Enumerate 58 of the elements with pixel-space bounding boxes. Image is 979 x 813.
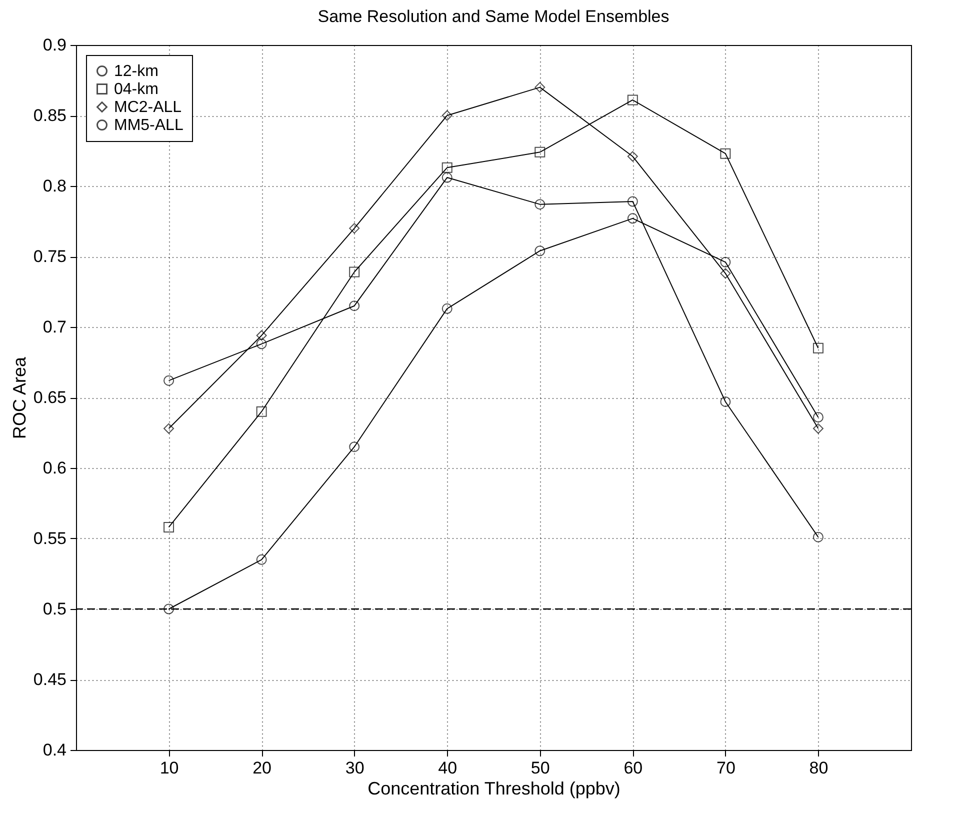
point — [720, 396, 731, 407]
point — [349, 442, 360, 452]
y-tick-label: 0.6 — [42, 458, 66, 478]
point — [442, 162, 452, 173]
point — [164, 522, 174, 532]
point — [256, 338, 267, 350]
point — [534, 146, 546, 158]
x-tick-label: 40 — [438, 758, 458, 778]
chart-title: Same Resolution and Same Model Ensembles — [318, 7, 670, 26]
x-tick-label: 70 — [716, 758, 736, 778]
point — [812, 532, 824, 542]
point — [164, 604, 174, 614]
point — [812, 342, 824, 354]
point — [627, 94, 638, 106]
point — [256, 554, 267, 565]
legend-label: MC2-ALL — [114, 99, 182, 116]
point — [627, 151, 638, 162]
point — [627, 196, 638, 207]
y-tick-label: 0.55 — [33, 529, 66, 548]
point — [164, 375, 174, 386]
y-tick-label: 0.9 — [42, 36, 66, 54]
point — [349, 266, 360, 278]
point — [442, 303, 452, 314]
point — [627, 213, 638, 224]
point — [720, 268, 731, 279]
point — [720, 148, 731, 159]
point — [256, 330, 267, 341]
x-tick-label: 60 — [624, 758, 643, 778]
y-tick-label: 0.45 — [33, 670, 66, 689]
y-axis-title: ROC Area — [9, 356, 30, 440]
point — [812, 423, 824, 434]
legend-label: 12-km — [114, 63, 158, 80]
x-tick-label: 10 — [160, 758, 179, 778]
y-tick-label: 0.65 — [33, 388, 66, 407]
point — [349, 223, 360, 234]
legend-label: MM5-ALL — [114, 117, 184, 134]
point — [720, 256, 731, 268]
x-tick-label: 80 — [809, 758, 828, 778]
point — [534, 199, 546, 210]
y-tick-label: 0.8 — [42, 176, 66, 196]
y-tick-label: 0.85 — [33, 106, 66, 125]
point — [534, 246, 546, 256]
y-tick-label: 0.7 — [42, 318, 66, 336]
point — [812, 412, 824, 422]
x-tick-label: 20 — [252, 758, 272, 778]
point — [442, 110, 452, 121]
point — [442, 172, 452, 183]
legend-label: 04-km — [114, 81, 158, 98]
point — [349, 300, 360, 312]
point — [534, 82, 546, 93]
y-tick-label: 0.75 — [33, 247, 66, 266]
y-tick-label: 0.4 — [42, 740, 66, 760]
point — [164, 423, 174, 434]
x-tick-label: 50 — [530, 758, 550, 778]
x-axis-title: Concentration Threshold (ppbv) — [368, 778, 620, 798]
x-tick-label: 30 — [345, 758, 364, 778]
y-tick-label: 0.5 — [42, 600, 66, 618]
point — [256, 406, 267, 417]
